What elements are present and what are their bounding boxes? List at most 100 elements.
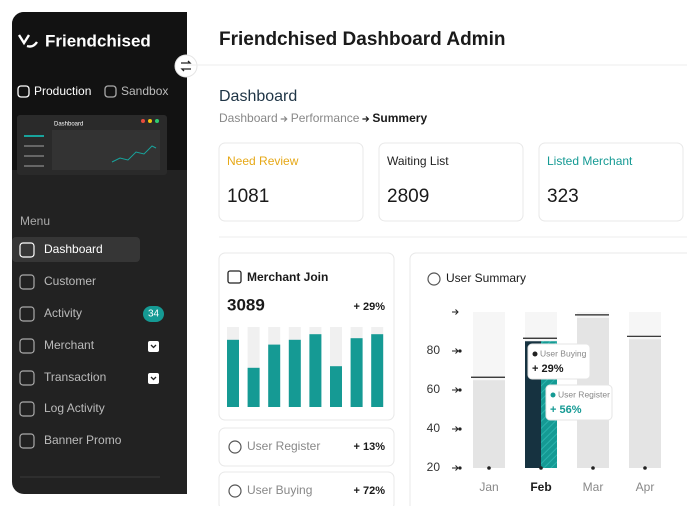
- y-tick: [452, 426, 459, 432]
- user-icon: [427, 272, 441, 286]
- tooltip: [545, 384, 613, 421]
- tooltip-label: User Register: [558, 389, 610, 399]
- menu-item[interactable]: Log Activity: [44, 401, 105, 415]
- bar: [309, 334, 322, 407]
- x-dot: [643, 466, 647, 470]
- page-title: Dashboard: [219, 88, 297, 105]
- arrow-icon: [280, 116, 288, 122]
- x-tick-label[interactable]: Apr: [636, 480, 655, 494]
- stat-label: Listed Merchant: [547, 154, 633, 168]
- stat-value: 323: [547, 186, 579, 207]
- menu-item[interactable]: Transaction: [44, 370, 106, 384]
- expand-icon[interactable]: [148, 341, 159, 352]
- arrow-icon: [362, 116, 370, 122]
- stat-label: Waiting List: [387, 154, 449, 168]
- y-tick: [452, 348, 459, 354]
- header-title: Friendchised Dashboard Admin: [219, 29, 505, 50]
- tab-icon: [17, 85, 30, 98]
- y-tick-label: 20: [427, 460, 441, 474]
- y-tick-dot: [458, 427, 462, 431]
- menu-icon: [19, 433, 35, 449]
- menu-icon: [19, 242, 35, 258]
- bar: [473, 380, 505, 468]
- brand: Friendchised: [45, 31, 151, 50]
- preview-title: Dashboard: [54, 122, 83, 128]
- stat-value: 1081: [227, 186, 269, 207]
- tab[interactable]: Production: [34, 84, 91, 98]
- user-icon: [228, 484, 242, 498]
- menu-icon: [19, 338, 35, 354]
- menu-icon: [19, 401, 35, 417]
- bar: [288, 339, 301, 407]
- tooltip: [527, 343, 591, 380]
- metric-change: + 72%: [354, 485, 386, 497]
- x-tick-label[interactable]: Jan: [479, 480, 498, 494]
- merchant-total: 3089: [227, 295, 265, 314]
- stat-card: [378, 142, 524, 222]
- chevron: [150, 344, 157, 349]
- y-tick-dot: [458, 388, 462, 392]
- y-tick: [452, 387, 459, 393]
- tooltip-dot: [550, 392, 556, 398]
- card-title: User Summary: [446, 271, 526, 285]
- y-tick: [452, 465, 459, 471]
- y-tick-dot: [458, 349, 462, 353]
- x-dot: [539, 466, 543, 470]
- bar: [227, 339, 239, 407]
- x-tick-label[interactable]: Mar: [583, 480, 604, 494]
- menu-item[interactable]: Activity: [44, 306, 82, 320]
- breadcrumb[interactable]: Performance: [291, 111, 360, 125]
- merchant-change: + 29%: [354, 301, 386, 313]
- toggle-button[interactable]: [174, 54, 198, 78]
- chevron: [150, 376, 157, 381]
- bar: [268, 344, 281, 407]
- menu-icon: [19, 370, 35, 386]
- stat-label: Need Review: [227, 154, 299, 168]
- bar: [371, 334, 384, 407]
- tooltip-value: + 29%: [532, 363, 564, 375]
- menu-item[interactable]: Merchant: [44, 338, 95, 352]
- card-title: Merchant Join: [247, 270, 328, 284]
- metric-label: User Register: [247, 439, 320, 453]
- menu-icon: [19, 274, 35, 290]
- menu-item[interactable]: Banner Promo: [44, 433, 122, 447]
- stat-card: [538, 142, 684, 222]
- metric-card: [218, 427, 395, 467]
- y-axis-top: [452, 309, 459, 315]
- breadcrumb[interactable]: Dashboard: [219, 111, 278, 125]
- y-tick-dot: [458, 466, 462, 470]
- stat-value: 2809: [387, 186, 429, 207]
- x-tick-label[interactable]: Feb: [530, 480, 551, 494]
- expand-icon[interactable]: [148, 373, 159, 384]
- badge: [143, 306, 164, 322]
- tooltip-value: + 56%: [550, 404, 582, 416]
- sidebar: [12, 12, 187, 494]
- bar: [330, 366, 342, 407]
- badge-text: 34: [148, 309, 160, 320]
- menu-icon: [19, 306, 35, 322]
- y-tick-label: 80: [427, 343, 441, 357]
- bar: [350, 338, 363, 407]
- menu-item[interactable]: Dashboard: [44, 242, 103, 256]
- logo: [17, 34, 38, 48]
- tab[interactable]: Sandbox: [121, 84, 168, 98]
- y-tick-label: 60: [427, 382, 441, 396]
- menu-item[interactable]: Customer: [44, 274, 96, 288]
- y-tick-label: 40: [427, 421, 441, 435]
- tooltip-dot: [532, 351, 538, 357]
- metric-card: [218, 471, 395, 506]
- metric-change: + 13%: [354, 441, 386, 453]
- menu-label: Menu: [20, 214, 50, 228]
- merchant-card: [218, 252, 395, 421]
- active-item: [12, 237, 140, 262]
- store-icon: [227, 270, 242, 284]
- tab-icon: [104, 85, 117, 98]
- x-dot: [591, 466, 595, 470]
- user-icon: [228, 440, 242, 454]
- metric-label: User Buying: [247, 483, 312, 497]
- x-dot: [487, 466, 491, 470]
- stat-card: [218, 142, 364, 222]
- breadcrumb: Summery: [372, 111, 427, 125]
- bar: [629, 339, 661, 468]
